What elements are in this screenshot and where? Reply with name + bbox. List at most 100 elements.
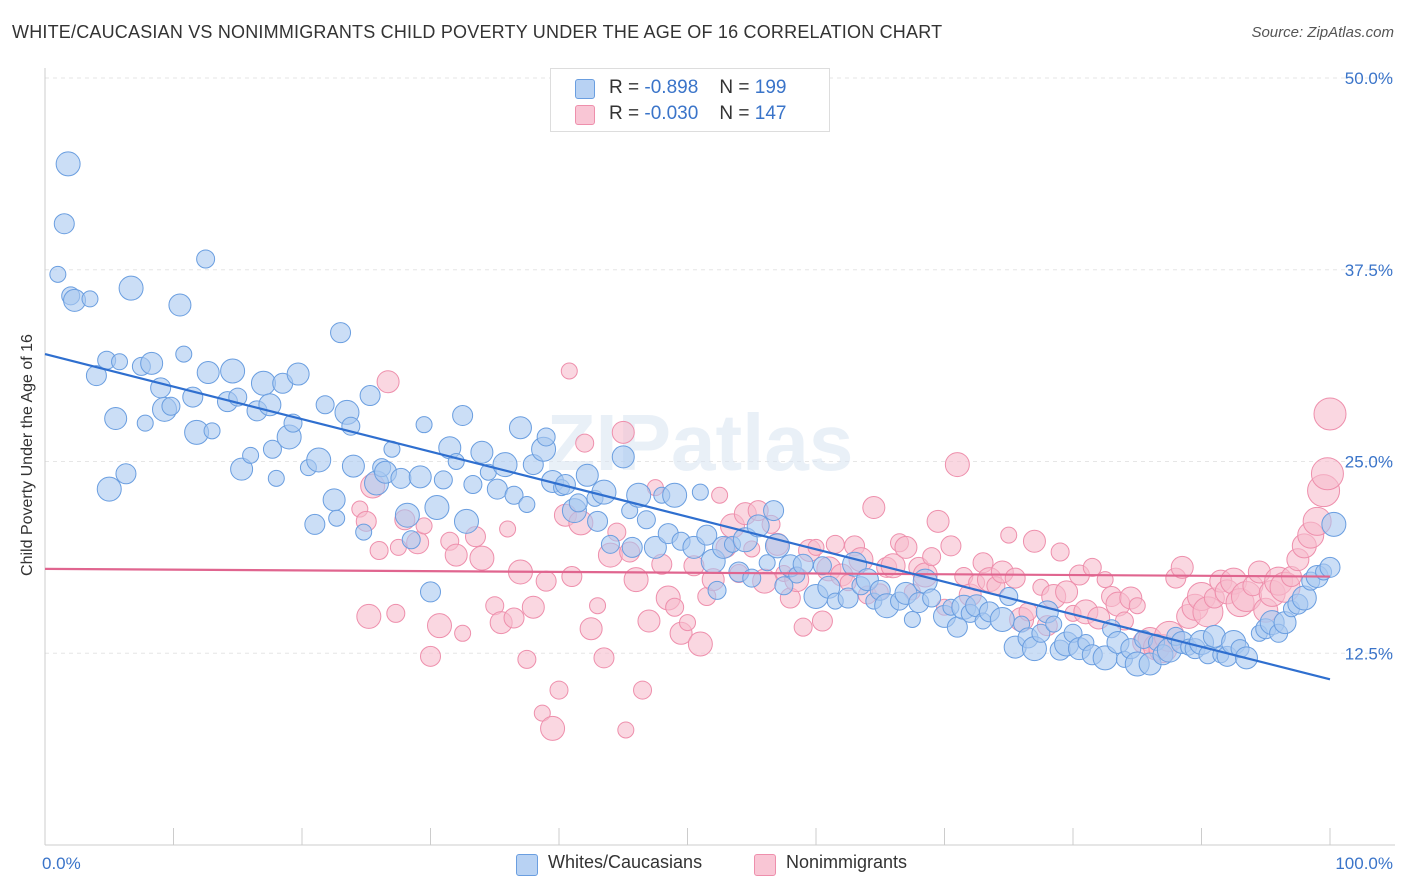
nonimmigrants-point	[1313, 397, 1347, 431]
whites-point	[758, 554, 776, 572]
nonimmigrants-point	[533, 704, 551, 722]
whites-point	[903, 611, 921, 629]
nonimmigrants-point	[811, 610, 833, 632]
whites-point	[161, 396, 181, 416]
nonimmigrants-point	[1170, 555, 1194, 579]
whites-point	[196, 249, 216, 269]
nonimmigrants-point	[1050, 542, 1070, 562]
nonimmigrants-point	[1055, 580, 1079, 604]
legend-r-label: R =	[609, 103, 640, 124]
whites-point	[168, 293, 192, 317]
whites-point	[250, 370, 276, 396]
nonimmigrants-point	[454, 624, 472, 642]
trend-lines	[44, 353, 1331, 681]
whites-point	[742, 568, 762, 588]
y-tick-label: 12.5%	[1345, 644, 1393, 663]
whites-point	[518, 495, 536, 513]
nonimmigrants-point	[862, 496, 886, 520]
legend-r-value: -0.030	[644, 103, 699, 124]
x-tick-label: 100.0%	[1335, 854, 1393, 873]
nonimmigrants-point	[415, 517, 433, 535]
nonimmigrants-point	[633, 680, 653, 700]
bottom-legend-label-blue: Whites/Caucasians	[548, 852, 703, 872]
nonimmigrants-point	[535, 570, 557, 592]
y-tick-label: 25.0%	[1345, 453, 1393, 472]
y-axis-label: Child Poverty Under the Age of 16	[19, 334, 36, 576]
nonimmigrants-point	[637, 609, 661, 633]
legend-text-blue: R = -0.898 N = 199	[609, 77, 786, 99]
whites-point	[536, 427, 556, 447]
nonimmigrants-point	[922, 547, 942, 567]
tick-labels: 12.5% 25.0% 37.5% 50.0% 0.0% 100.0%	[42, 69, 1393, 873]
whites-point	[328, 509, 346, 527]
whites-point	[691, 483, 709, 501]
whites-point	[55, 151, 81, 177]
whites-point	[49, 265, 67, 283]
legend-n-label: N =	[719, 103, 750, 124]
legend-r-label: R =	[609, 77, 640, 98]
whites-point	[554, 474, 576, 496]
whites-trend-line	[44, 353, 1331, 681]
whites-point	[470, 440, 494, 464]
legend-n-value: 199	[754, 77, 787, 98]
whites-point	[587, 510, 609, 532]
whites-point	[267, 469, 285, 487]
whites-point	[408, 465, 432, 489]
nonimmigrants-point	[561, 566, 583, 588]
whites-point	[196, 361, 220, 385]
nonimmigrants-point	[711, 486, 729, 504]
legend-swatch-pink	[575, 105, 595, 125]
nonimmigrants-trend-line	[44, 567, 1331, 578]
nonimmigrants-point	[589, 597, 607, 615]
nonimmigrants-point	[517, 649, 537, 669]
nonimmigrants-point	[579, 617, 603, 641]
y-tick-label: 50.0%	[1345, 69, 1393, 88]
nonimmigrants-point	[499, 520, 517, 538]
axes	[44, 68, 1395, 846]
legend-text-pink: R = -0.030 N = 147	[609, 103, 786, 125]
nonimmigrants-point	[549, 680, 569, 700]
whites-point	[355, 523, 373, 541]
whites-point	[304, 513, 326, 535]
nonimmigrants-point	[940, 535, 962, 557]
whites-point	[175, 345, 193, 363]
whites-point	[286, 362, 310, 386]
legend-r-value: -0.898	[644, 77, 699, 98]
legend-swatch-blue	[575, 79, 595, 99]
nonimmigrants-point	[593, 647, 615, 669]
nonimmigrants-point	[1022, 529, 1046, 553]
nonimmigrants-point	[1128, 597, 1146, 615]
whites-point	[230, 457, 254, 481]
nonimmigrants-point	[444, 543, 468, 567]
bottom-legend-label-pink: Nonimmigrants	[786, 852, 908, 872]
whites-point	[626, 482, 652, 508]
legend-n-value: 147	[754, 103, 787, 124]
nonimmigrants-point	[356, 603, 382, 629]
whites-point	[575, 463, 599, 487]
whites-point	[111, 353, 129, 371]
nonimmigrants-point	[420, 645, 441, 667]
legend-n-label: N =	[719, 77, 750, 98]
whites-point	[922, 588, 942, 608]
nonimmigrants-point	[617, 721, 635, 739]
whites-point	[621, 536, 643, 558]
whites-point	[453, 508, 479, 534]
whites-point	[203, 422, 221, 440]
bottom-legend-swatch-pink	[754, 854, 776, 876]
nonimmigrants-point	[426, 613, 452, 639]
whites-point	[837, 587, 859, 609]
whites-point	[115, 463, 137, 485]
nonimmigrants-point	[894, 535, 918, 559]
nonimmigrants-point	[1000, 526, 1018, 544]
nonimmigrants-point	[793, 617, 813, 637]
whites-point	[140, 351, 164, 375]
nonimmigrants-point	[540, 715, 566, 741]
nonimmigrants-point	[386, 603, 406, 623]
whites-point	[636, 510, 656, 530]
whites-point	[696, 524, 718, 546]
whites-point	[420, 581, 441, 603]
correlation-legend: R = -0.898 N = 199 R = -0.030 N = 147	[550, 68, 830, 132]
whites-point	[812, 556, 832, 576]
whites-point	[118, 275, 144, 301]
